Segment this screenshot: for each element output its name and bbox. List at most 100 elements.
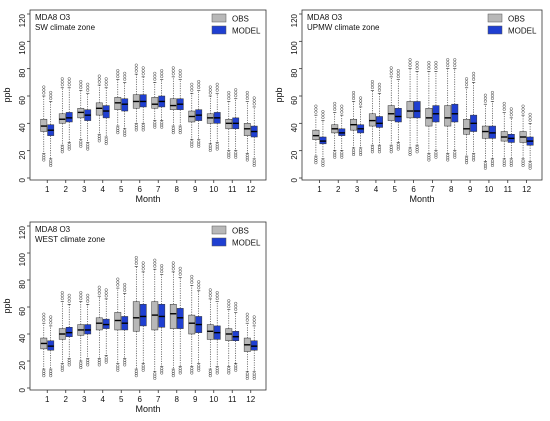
outlier-point <box>123 129 127 133</box>
x-tick-label: 1 <box>45 185 50 194</box>
outlier-point <box>321 163 325 168</box>
outlier-point <box>141 261 145 265</box>
outlier-point <box>427 156 431 160</box>
outlier-point <box>141 126 145 130</box>
outlier-point <box>465 156 469 160</box>
outlier-point <box>333 153 337 157</box>
outlier-point <box>396 72 400 76</box>
outlier-point <box>245 93 249 98</box>
outlier-point <box>134 123 138 128</box>
outlier-point <box>245 374 249 378</box>
outlier-point <box>227 369 231 373</box>
outlier-point <box>483 99 487 103</box>
outlier-point <box>190 274 194 278</box>
x-tick-label: 7 <box>156 185 161 194</box>
box-obs <box>169 98 177 110</box>
outlier-point <box>49 318 53 322</box>
outlier-point <box>227 153 231 157</box>
outlier-point <box>528 115 532 119</box>
outlier-point <box>227 151 231 155</box>
outlier-point <box>415 150 419 154</box>
outlier-point <box>97 361 101 365</box>
outlier-point <box>97 139 101 143</box>
outlier-point <box>116 75 120 79</box>
outlier-point <box>215 143 219 147</box>
outlier-point <box>171 261 175 265</box>
outlier-point <box>116 72 120 76</box>
outlier-point <box>97 77 101 81</box>
outlier-point <box>153 264 157 268</box>
outlier-point <box>208 91 212 95</box>
outlier-point <box>86 143 90 147</box>
outlier-point <box>234 151 238 155</box>
legend-swatch <box>211 225 227 235</box>
outlier-point <box>141 366 145 370</box>
outlier-point <box>245 372 249 376</box>
outlier-point <box>234 153 238 157</box>
outlier-point <box>252 372 256 376</box>
outlier-point <box>42 318 46 322</box>
outlier-point <box>123 363 127 367</box>
outlier-point <box>234 366 238 370</box>
x-tick-label: 11 <box>504 185 513 194</box>
outlier-point <box>97 363 101 367</box>
outlier-point <box>227 155 231 159</box>
outlier-point <box>434 66 438 70</box>
x-tick-label: 6 <box>138 395 143 404</box>
outlier-point <box>190 277 194 281</box>
outlier-point <box>86 147 90 151</box>
legend-swatch <box>211 13 227 23</box>
y-tick-label: 20 <box>290 150 299 159</box>
outlier-point <box>314 156 318 160</box>
x-tick-label: 12 <box>522 185 531 194</box>
outlier-point <box>415 63 419 67</box>
outlier-point <box>123 361 127 365</box>
outlier-point <box>434 153 438 157</box>
x-tick-label: 5 <box>119 395 124 404</box>
outlier-point <box>153 374 157 378</box>
outlier-point <box>97 358 101 363</box>
x-tick-label: 8 <box>449 185 454 194</box>
outlier-point <box>49 159 53 163</box>
outlier-point <box>123 131 127 135</box>
outlier-point <box>190 371 194 375</box>
outlier-point <box>359 102 363 106</box>
outlier-point <box>104 360 108 364</box>
outlier-point <box>153 123 157 127</box>
x-tick-label: 10 <box>209 395 218 404</box>
outlier-point <box>370 79 374 84</box>
outlier-point <box>215 145 219 149</box>
y-tick-label: 120 <box>18 225 27 239</box>
outlier-point <box>123 285 127 290</box>
outlier-point <box>67 83 71 87</box>
y-tick-label: 60 <box>290 95 299 104</box>
x-tick-label: 2 <box>64 185 69 194</box>
outlier-point <box>116 364 120 368</box>
outlier-point <box>408 58 412 62</box>
outlier-point <box>197 280 201 284</box>
plot-frame <box>301 9 543 181</box>
outlier-point <box>42 88 46 92</box>
outlier-point <box>60 83 64 87</box>
outlier-point <box>465 158 469 163</box>
chart-subtitle: SW climate zone <box>35 23 96 32</box>
outlier-point <box>352 93 356 98</box>
outlier-point <box>141 66 145 70</box>
outlier-point <box>227 299 231 303</box>
x-tick-label: 1 <box>45 395 50 404</box>
x-tick-label: 6 <box>138 185 143 194</box>
outlier-point <box>434 155 438 159</box>
box-obs <box>406 101 414 119</box>
outlier-point <box>123 77 127 81</box>
outlier-point <box>197 366 201 370</box>
outlier-point <box>197 364 201 368</box>
outlier-point <box>178 369 182 373</box>
x-tick-label: 12 <box>246 395 255 404</box>
outlier-point <box>528 112 532 116</box>
outlier-point <box>79 142 83 146</box>
outlier-point <box>333 107 337 111</box>
outlier-point <box>160 121 164 125</box>
outlier-point <box>67 293 71 297</box>
